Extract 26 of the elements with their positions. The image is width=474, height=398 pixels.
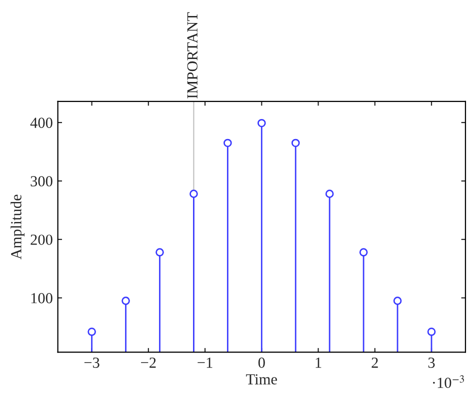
point [88, 328, 96, 336]
point [122, 296, 130, 305]
x-tick-label: 0 [258, 358, 265, 368]
point [427, 328, 436, 336]
ref-line-label: IMPORTANT [187, 12, 198, 98]
x-tick-label: 3 [428, 358, 435, 368]
point [156, 248, 164, 256]
y-axis-title: Amplitude [10, 194, 24, 260]
y-tick-label: 200 [30, 234, 52, 245]
point [291, 138, 300, 148]
x-tick-label: −2 [141, 358, 156, 368]
point [325, 190, 334, 198]
y-tick-label: 400 [30, 118, 52, 128]
y-tick-label: 100 [31, 293, 52, 304]
text: ·10$^{−3}$ [433, 375, 464, 388]
point [393, 296, 402, 305]
x-axis-title: Time [246, 374, 277, 384]
x-tick-label: 2 [372, 358, 378, 368]
point [257, 118, 266, 128]
x-tick-label: −3 [84, 358, 100, 368]
x-tick-label: 1 [316, 358, 322, 368]
point [190, 190, 198, 198]
point [224, 138, 232, 148]
x-tick-label: −1 [198, 358, 212, 368]
y-tick-label: 300 [30, 176, 52, 186]
point [359, 248, 368, 256]
